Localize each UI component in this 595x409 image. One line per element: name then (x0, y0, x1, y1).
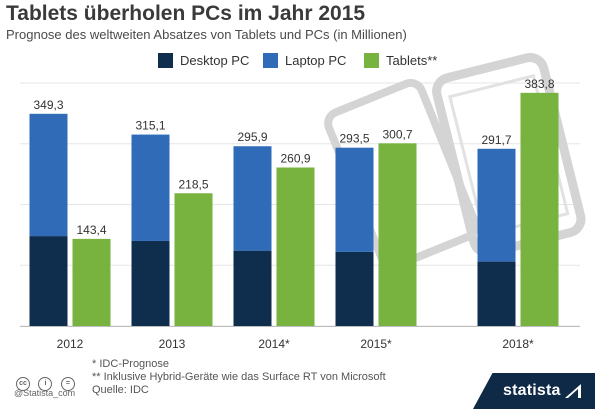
label-tablets: 260,9 (280, 152, 310, 166)
credit: @Statista_com (14, 388, 76, 398)
statista-brand[interactable]: statista (473, 373, 595, 409)
label-pc-total: 291,7 (481, 133, 511, 147)
chart-subtitle: Prognose des weltweiten Absatzes von Tab… (6, 27, 407, 42)
bar-desktop (335, 251, 374, 326)
label-pc-total: 349,3 (33, 98, 63, 112)
label-pc-total: 315,1 (135, 119, 165, 133)
chart-title: Tablets überholen PCs im Jahr 2015 (6, 2, 366, 25)
license-icons: cc i = (16, 372, 79, 391)
bar-tablets (174, 193, 213, 326)
legend-label-tablets: Tablets** (386, 53, 438, 68)
legend-swatch-tablets (364, 53, 379, 68)
label-tablets: 383,8 (524, 77, 554, 91)
x-tick-label: 2012 (57, 337, 84, 351)
brand-name: statista (503, 382, 561, 399)
label-tablets: 300,7 (382, 127, 412, 141)
bar-desktop (477, 261, 516, 326)
bar-desktop (131, 240, 170, 326)
label-tablets: 143,4 (76, 223, 106, 237)
bar-tablets (378, 143, 417, 326)
footnotes: * IDC-Prognose ** Inklusive Hybrid-Gerät… (92, 358, 386, 397)
footnote-hybrid: ** Inklusive Hybrid-Geräte wie das Surfa… (92, 371, 386, 383)
statista-logo-icon (565, 384, 581, 398)
bar-laptop (477, 148, 516, 262)
legend: Desktop PC Laptop PC Tablets** (0, 52, 595, 72)
cc-icon: cc (16, 377, 30, 391)
label-pc-total: 295,9 (237, 130, 267, 144)
bar-tablets (72, 238, 111, 326)
bar-desktop (233, 250, 272, 326)
attribution-icon: i (38, 377, 53, 391)
footnote-source: Quelle: IDC (92, 384, 149, 396)
bar-laptop (131, 134, 170, 241)
data-labels: 349,3 143,4 315,1 218,5 295,9 260,9 293,5 300,7… (33, 77, 554, 237)
bar-laptop (335, 147, 374, 252)
bars (29, 92, 559, 327)
legend-swatch-laptop (263, 53, 278, 68)
bar-tablets (520, 92, 559, 327)
bar-laptop (29, 113, 68, 237)
bar-desktop (29, 236, 68, 326)
x-tick-label: 2014* (258, 337, 290, 351)
footnote-idc: * IDC-Prognose (92, 358, 170, 370)
legend-swatch-desktop (158, 53, 173, 68)
label-pc-total: 293,5 (339, 132, 369, 146)
no-derivatives-icon: = (60, 377, 75, 391)
bar-laptop (233, 146, 272, 251)
bar-tablets (276, 167, 315, 326)
legend-label-laptop: Laptop PC (285, 53, 347, 68)
x-tick-label: 2013 (159, 337, 186, 351)
legend-label-desktop: Desktop PC (180, 53, 250, 68)
x-tick-label: 2018* (502, 337, 534, 351)
x-tick-label: 2015* (360, 337, 392, 351)
label-tablets: 218,5 (178, 177, 208, 191)
x-axis: 2012 2013 2014* 2015* 2018* (20, 326, 580, 351)
